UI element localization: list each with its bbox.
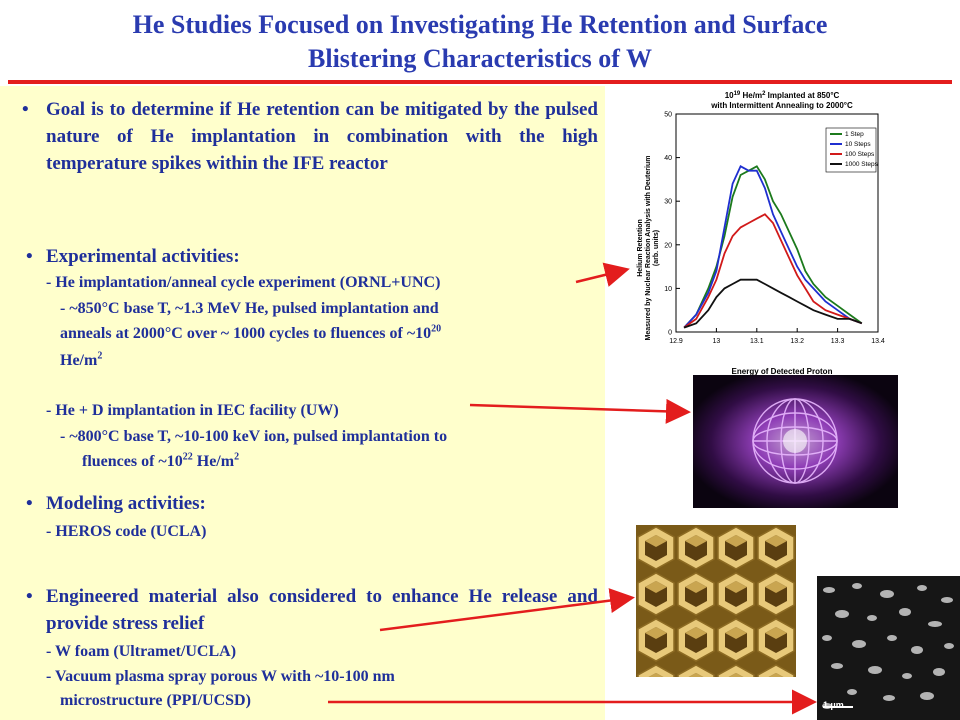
chart-ticks: 12.9 13 13.1 13.2 13.3 13.4 0 10 20 30 40 50 — [664, 112, 885, 346]
engineered-item-1: - W foam (Ultramet/UCLA) — [46, 643, 237, 660]
chart-series-line — [683, 165, 863, 329]
he-retention-chart: 1019 He/m2 Implanted at 850°C with Inter… — [632, 88, 887, 376]
iec-plasma-photo — [693, 375, 898, 508]
experimental-item-1-detail-b-text: anneals at 2000°C over ~ 1000 cycles to … — [60, 325, 432, 342]
chart-ytick-label: 30 — [664, 199, 672, 206]
modeling-heading: Modeling activities: — [46, 493, 206, 514]
goal-text: Goal is to determine if He retention can… — [46, 99, 598, 174]
experimental-item-1-detail-b: anneals at 2000°C over ~ 1000 cycles to … — [60, 323, 441, 345]
experimental-item-1: - He implantation/anneal cycle experimen… — [46, 274, 441, 291]
experimental-item-1-unit: He/m — [60, 352, 98, 369]
chart-plot-frame — [675, 113, 879, 333]
chart-xtick-label: 12.9 — [669, 338, 683, 345]
title-divider — [8, 80, 952, 84]
experimental-item-1-detail-a: - ~850°C base T, ~1.3 MeV He, pulsed imp… — [60, 300, 439, 317]
chart-series-line — [683, 278, 863, 329]
scale-bar-label: 1 µm — [823, 700, 844, 710]
modeling-bullet-marker: • — [26, 493, 33, 514]
experimental-heading: Experimental activities: — [46, 246, 240, 267]
chart-ylabel-3: (arb. units) — [653, 230, 660, 266]
experimental-item-2-detail-a: - ~800°C base T, ~10-100 keV ion, pulsed… — [60, 428, 448, 445]
experimental-item-2-detail-b: fluences of ~1022 He/m2 — [82, 451, 239, 473]
chart-ytick-label: 0 — [668, 330, 672, 337]
chart-ylabel-1: Helium Retention — [637, 219, 644, 277]
chart-legend-label: 1 Step — [845, 131, 864, 138]
chart-legend-label: 1000 Steps — [845, 161, 879, 168]
chart-legend-label: 100 Steps — [845, 151, 875, 158]
chart-xtick-label: 13.1 — [750, 338, 764, 345]
scale-bar — [823, 706, 853, 708]
chart-ytick-label: 20 — [664, 242, 672, 249]
chart-ytick-label: 40 — [664, 155, 672, 162]
w-foam-image — [636, 525, 796, 677]
chart-ylabel-2: Measured by Nuclear Reaction Analysis wi… — [645, 156, 652, 341]
engineered-item-2b: microstructure (PPI/UCSD) — [60, 692, 251, 709]
experimental-item-2-detail-b-text: fluences of ~10 — [82, 453, 183, 470]
title-line-2: Blistering Characteristics of W — [308, 44, 652, 73]
experimental-bullet-marker: • — [26, 246, 33, 267]
experimental-item-1-detail-c: He/m2 — [60, 350, 102, 372]
slide-title: He Studies Focused on Investigating He R… — [0, 8, 960, 76]
chart-xtick-label: 13 — [713, 338, 721, 345]
chart-title-2: with Intermittent Annealing to 2000°C — [710, 101, 853, 110]
experimental-item-2-unit-exponent: 2 — [234, 451, 240, 463]
modeling-item-1: - HEROS code (UCLA) — [46, 523, 207, 540]
engineered-item-2a: - Vacuum plasma spray porous W with ~10-… — [46, 668, 395, 685]
experimental-item-1-unit-exponent: 2 — [97, 350, 103, 362]
experimental-item-2: - He + D implantation in IEC facility (U… — [46, 402, 339, 419]
experimental-item-1-exponent: 20 — [431, 323, 442, 335]
engineered-bullet-marker: • — [26, 586, 33, 607]
engineered-heading: Engineered material also considered to e… — [46, 586, 598, 634]
title-line-1: He Studies Focused on Investigating He R… — [132, 10, 828, 39]
experimental-item-2-exponent: 22 — [182, 451, 193, 463]
chart-xtick-label: 13.2 — [790, 338, 804, 345]
chart-ytick-label: 50 — [664, 112, 672, 119]
porous-w-micrograph: 1 µm — [817, 576, 960, 720]
chart-legend-label: 10 Steps — [845, 141, 871, 148]
experimental-item-2-unit: He/m — [192, 453, 235, 470]
chart-title-1: 1019 He/m2 Implanted at 850°C — [725, 91, 840, 100]
chart-legend: 1 Step 10 Steps 100 Steps 1000 Steps — [825, 127, 879, 173]
he-retention-chart-svg: 1019 He/m2 Implanted at 850°C with Inter… — [637, 91, 885, 376]
chart-xtick-label: 13.3 — [831, 338, 845, 345]
chart-xlabel: Energy of Detected Proton — [732, 367, 833, 376]
chart-series-line — [683, 165, 863, 329]
chart-xtick-label: 13.4 — [871, 338, 885, 345]
goal-bullet-marker: • — [22, 99, 29, 120]
chart-series-line — [683, 213, 863, 329]
chart-lines — [683, 165, 863, 329]
chart-ytick-label: 10 — [664, 286, 672, 293]
